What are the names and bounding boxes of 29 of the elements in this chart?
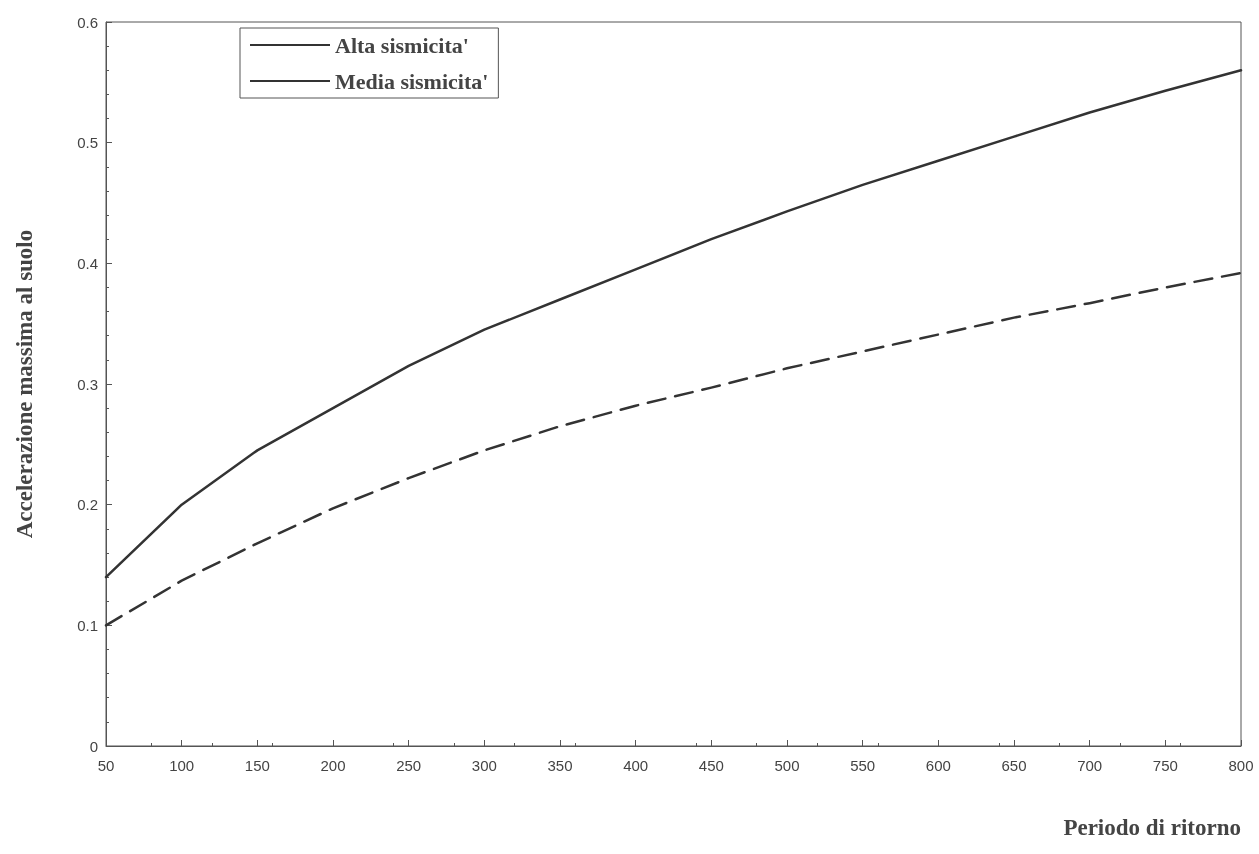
x-tick-label: 450 [698, 757, 724, 774]
y-tick-label: 0.2 [77, 496, 98, 514]
x-tick-label: 400 [623, 757, 649, 774]
y-tick-label: 0.5 [77, 134, 98, 152]
line-series [104, 271, 1243, 627]
x-tick-label: 150 [244, 757, 270, 774]
x-tick-label: 550 [850, 757, 876, 774]
x-tick-label: 750 [1152, 757, 1178, 774]
x-tick-label: 100 [169, 757, 195, 774]
x-tick-label: 500 [774, 757, 800, 774]
legend-label: Media sismicita' [335, 68, 489, 94]
x-tick-label: 600 [925, 757, 951, 774]
y-tick-label: 0.6 [77, 13, 98, 31]
y-tick-label: 0.3 [77, 375, 98, 393]
y-axis-title: Accelerazione massima al suolo [12, 229, 37, 539]
y-tick-label: 0 [89, 737, 98, 755]
x-tick-label: 700 [1077, 757, 1103, 774]
x-tick-label: 650 [1001, 757, 1027, 774]
x-tick-label: 300 [471, 757, 497, 774]
x-tick-label: 50 [97, 757, 115, 774]
x-tick-label: 350 [547, 757, 573, 774]
x-tick-label: 250 [396, 757, 422, 774]
x-axis-title: Periodo di ritorno [1063, 815, 1241, 840]
y-tick-label: 0.4 [77, 254, 98, 272]
legend-label: Alta sismicita' [335, 32, 469, 58]
x-tick-label: 200 [320, 757, 346, 774]
line-series [104, 69, 1243, 579]
x-tick-label: 800 [1228, 757, 1254, 774]
y-tick-label: 0.1 [77, 616, 98, 634]
